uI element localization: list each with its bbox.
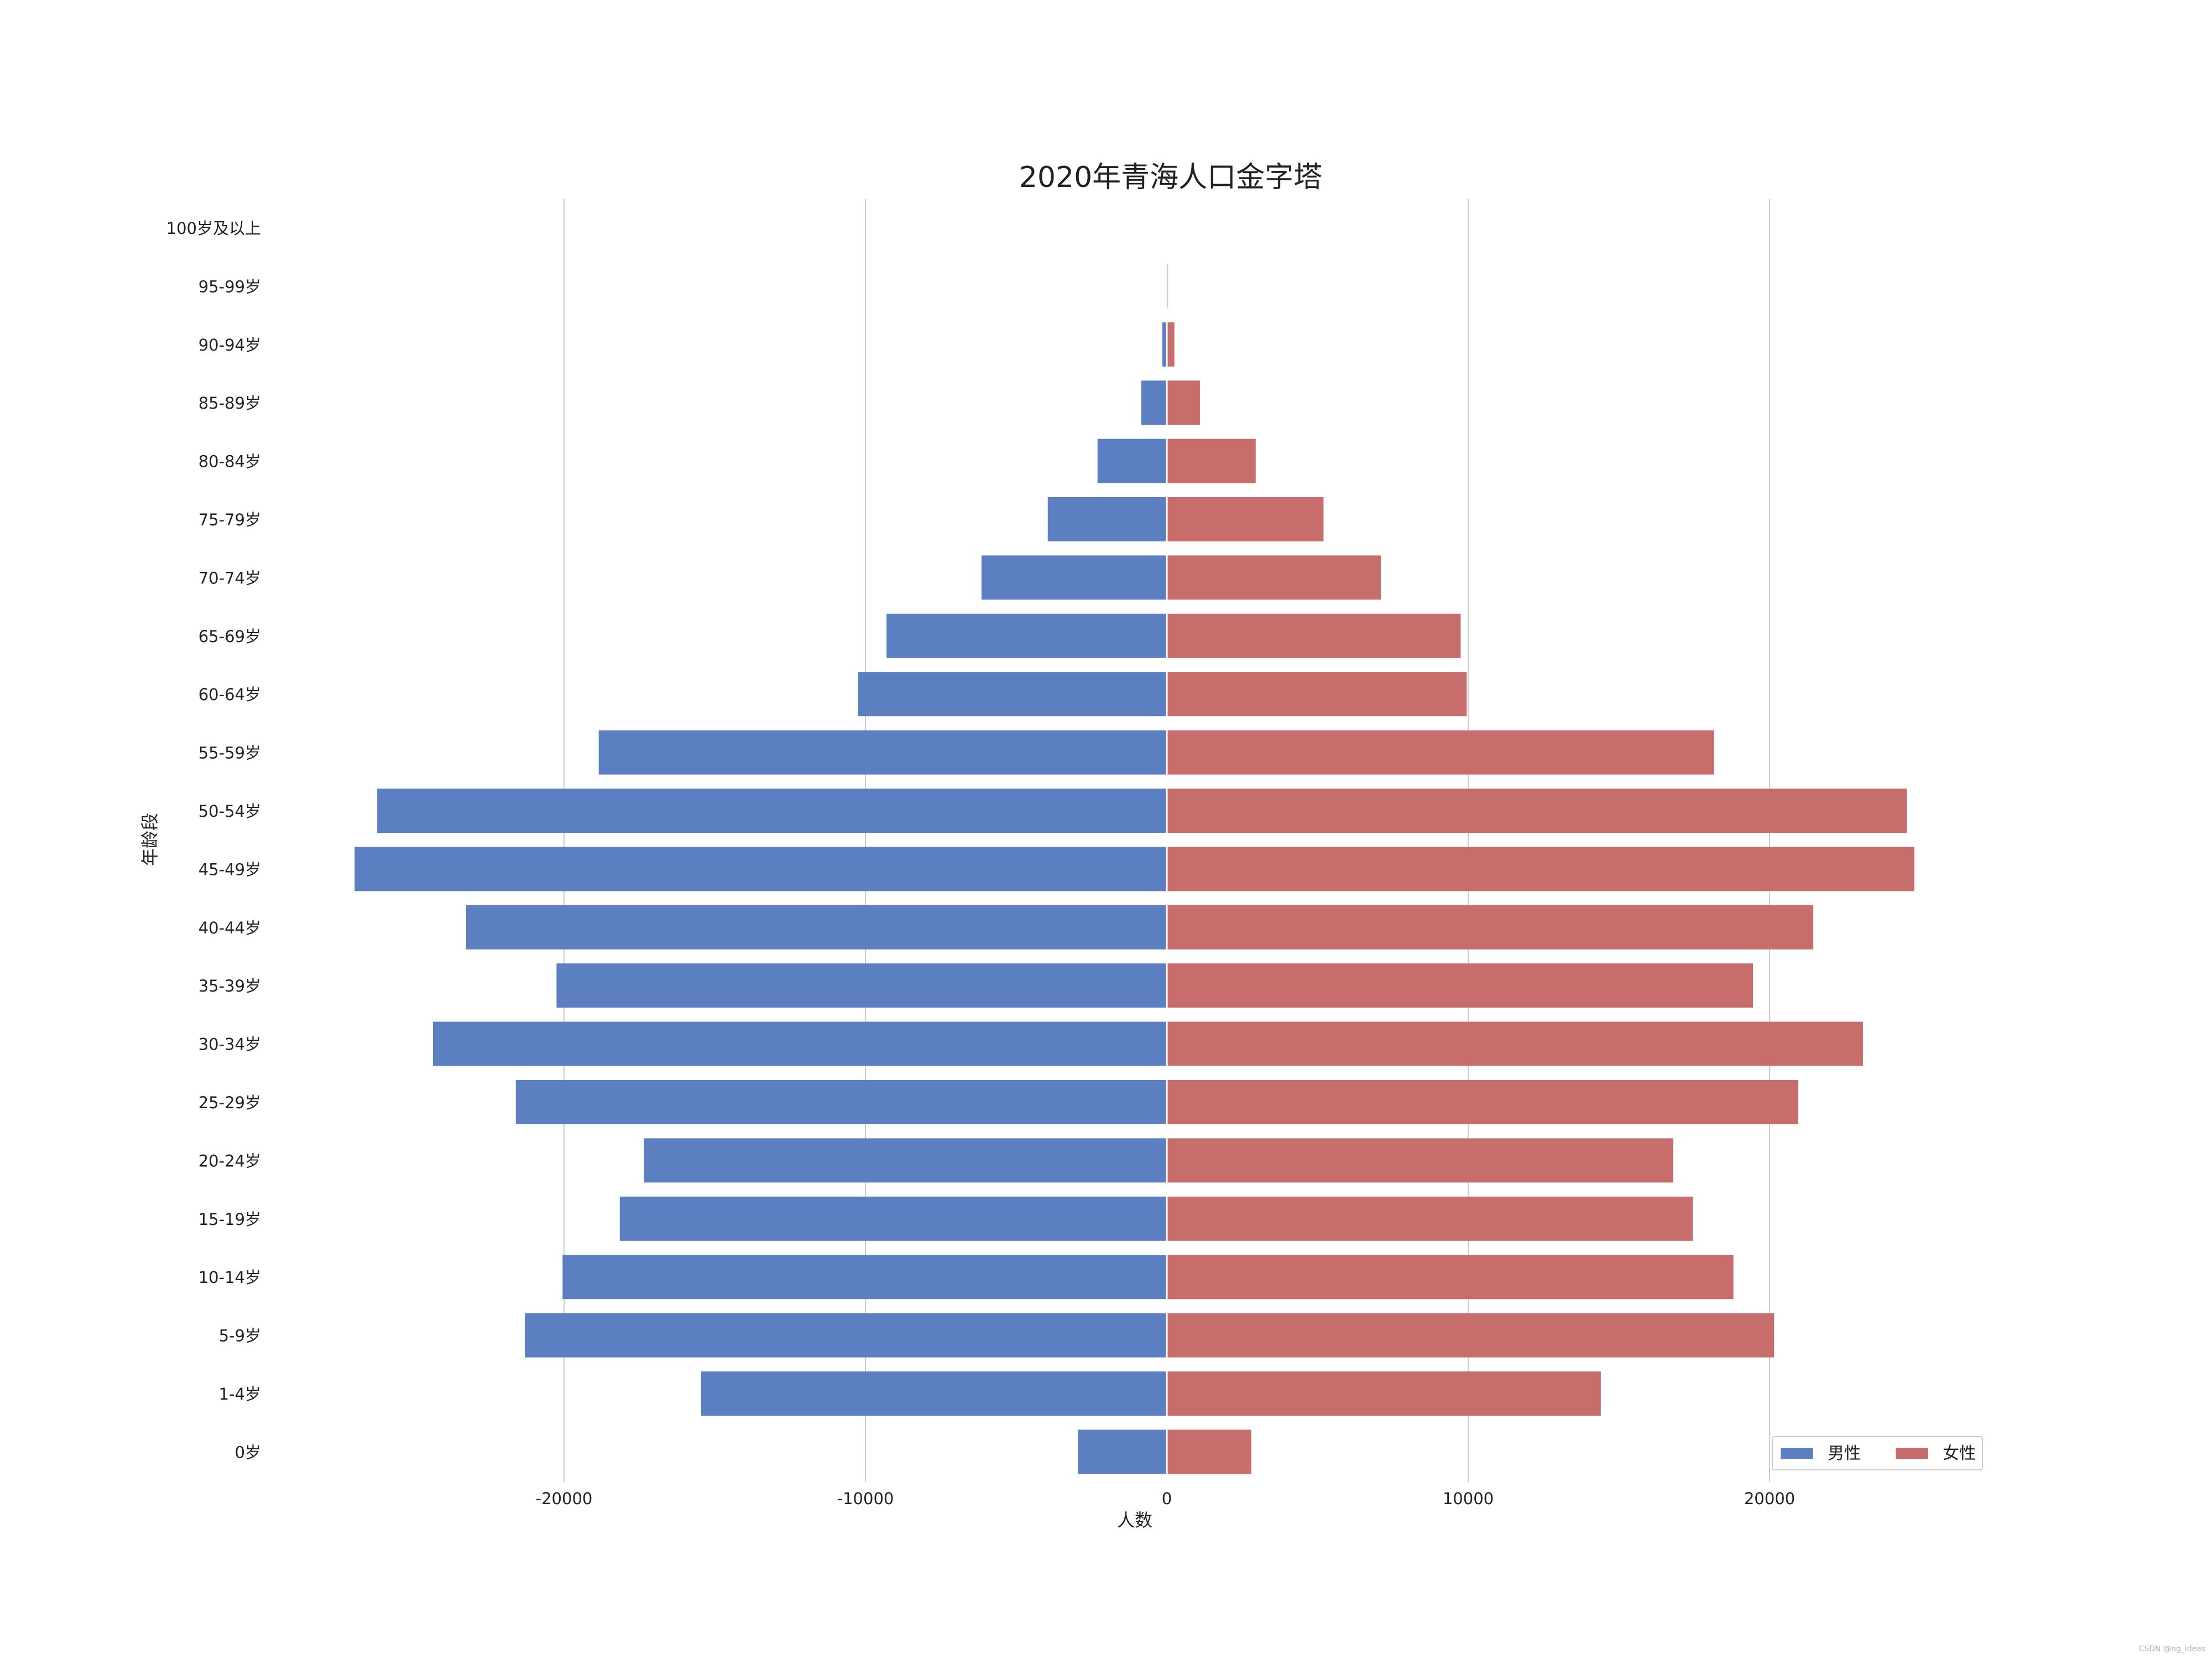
- bar-male-19: [525, 1313, 1167, 1358]
- bar-female-2: [1167, 322, 1175, 367]
- x-axis-label: 人数: [1117, 1510, 1152, 1531]
- bar-male-4: [1097, 439, 1167, 483]
- bar-male-16: [644, 1138, 1167, 1183]
- x-tick-label: 20000: [1744, 1489, 1795, 1508]
- bar-female-4: [1167, 439, 1256, 483]
- chart-title: 2020年青海人口金字塔: [1019, 161, 1322, 194]
- y-tick-label: 60-64岁: [199, 685, 261, 704]
- y-tick-label: 65-69岁: [199, 627, 261, 646]
- y-tick-label: 40-44岁: [199, 919, 261, 937]
- bar-male-8: [858, 672, 1167, 717]
- y-tick-label: 25-29岁: [199, 1093, 261, 1112]
- bar-male-14: [432, 1021, 1167, 1066]
- bar-female-21: [1167, 1430, 1251, 1474]
- bar-female-3: [1167, 380, 1200, 425]
- bar-female-6: [1167, 555, 1381, 600]
- legend-swatch-female: [1896, 1448, 1928, 1459]
- bar-male-2: [1162, 322, 1167, 367]
- bar-female-7: [1167, 613, 1461, 658]
- y-tick-label: 70-74岁: [199, 568, 261, 587]
- legend-box: [1772, 1436, 1983, 1470]
- x-tick-labels: -20000 -10000 0 10000 20000: [536, 1489, 1795, 1508]
- y-tick-label: 85-89岁: [199, 394, 261, 413]
- y-tick-label: 20-24岁: [199, 1151, 261, 1170]
- bar-male-12: [466, 905, 1167, 950]
- bar-female-20: [1167, 1371, 1601, 1416]
- bar-male-13: [556, 963, 1167, 1008]
- y-tick-label: 95-99岁: [199, 277, 261, 296]
- bar-female-14: [1167, 1021, 1863, 1066]
- bar-female-13: [1167, 963, 1754, 1008]
- bar-female-8: [1167, 672, 1467, 717]
- bars-group: [354, 199, 1914, 1482]
- y-axis-label: 年龄段: [139, 813, 160, 866]
- bar-female-9: [1167, 730, 1714, 775]
- y-tick-label: 35-39岁: [199, 977, 261, 995]
- bar-male-7: [886, 613, 1167, 658]
- bar-male-5: [1047, 497, 1167, 541]
- x-tick-label: -20000: [536, 1489, 593, 1508]
- bar-female-11: [1167, 847, 1914, 891]
- y-tick-label: 45-49岁: [199, 860, 261, 879]
- y-tick-label: 1-4岁: [219, 1385, 261, 1404]
- x-tick-label: 0: [1162, 1489, 1172, 1508]
- bar-female-12: [1167, 905, 1814, 950]
- bar-female-16: [1167, 1138, 1673, 1183]
- bar-male-10: [377, 789, 1167, 833]
- y-tick-label: 55-59岁: [199, 744, 261, 763]
- bar-male-20: [701, 1371, 1167, 1416]
- y-tick-label: 80-84岁: [199, 452, 261, 471]
- legend: 男性 女性: [1772, 1436, 1983, 1470]
- y-tick-label: 75-79岁: [199, 510, 261, 529]
- x-tick-label: 10000: [1443, 1489, 1494, 1508]
- y-tick-label: 5-9岁: [219, 1327, 261, 1345]
- y-tick-labels: 100岁及以上 95-99岁 90-94岁 85-89岁 80-84岁 75-79岁 70-…: [166, 219, 261, 1462]
- bar-male-9: [598, 730, 1167, 775]
- watermark: CSDN @ng_ideas: [2138, 1645, 2205, 1653]
- legend-label-male: 男性: [1828, 1444, 1861, 1463]
- bar-female-10: [1167, 789, 1907, 833]
- bar-female-5: [1167, 497, 1324, 541]
- y-tick-label: 15-19岁: [199, 1210, 261, 1229]
- bar-male-17: [619, 1196, 1167, 1241]
- y-tick-label: 30-34岁: [199, 1035, 261, 1054]
- bar-female-19: [1167, 1313, 1775, 1358]
- legend-swatch-male: [1781, 1448, 1813, 1459]
- y-tick-label: 100岁及以上: [166, 219, 261, 238]
- bar-male-18: [562, 1255, 1167, 1300]
- y-tick-label: 10-14岁: [199, 1268, 261, 1287]
- bar-male-11: [354, 847, 1167, 891]
- x-tick-label: -10000: [837, 1489, 894, 1508]
- bar-male-3: [1141, 380, 1167, 425]
- bar-male-6: [981, 555, 1167, 600]
- y-tick-label: 50-54岁: [199, 802, 261, 821]
- bar-male-15: [515, 1080, 1167, 1124]
- bar-female-15: [1167, 1080, 1798, 1124]
- y-tick-label: 0岁: [235, 1443, 261, 1462]
- bar-female-18: [1167, 1255, 1734, 1300]
- bar-male-21: [1078, 1430, 1167, 1474]
- legend-label-female: 女性: [1943, 1444, 1976, 1463]
- y-tick-label: 90-94岁: [199, 336, 261, 354]
- bar-female-17: [1167, 1196, 1693, 1241]
